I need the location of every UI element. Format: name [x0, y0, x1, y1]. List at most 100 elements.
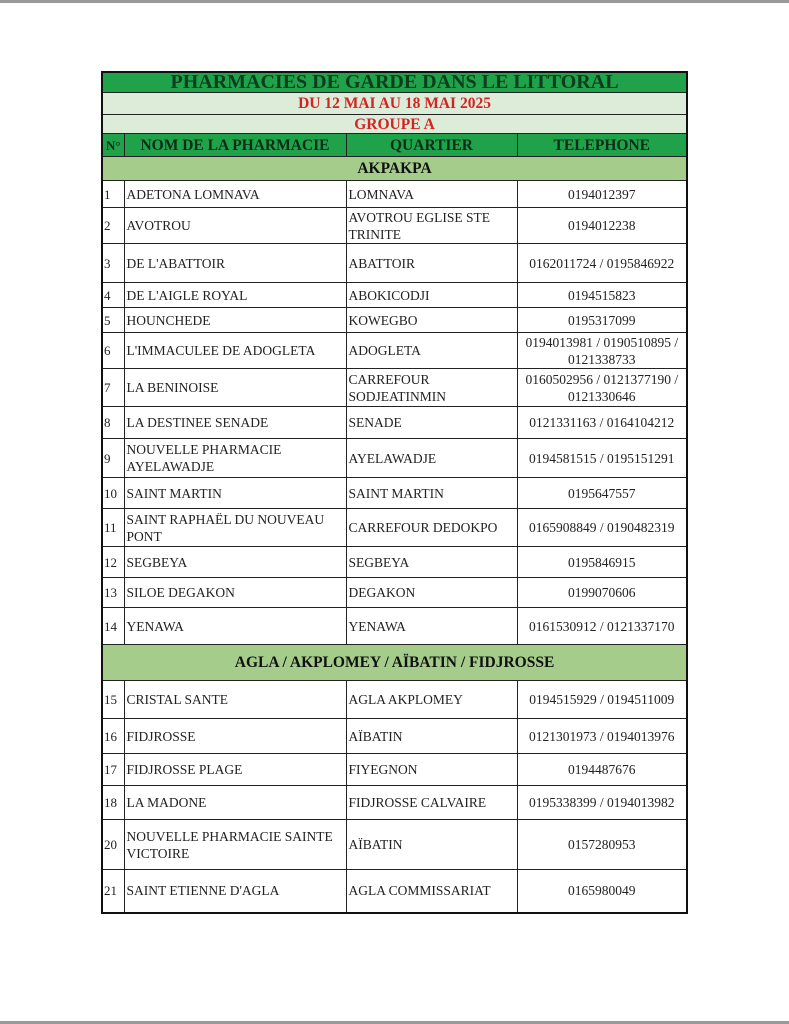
top-border — [0, 0, 789, 3]
phone: 0194487676 — [516, 753, 688, 786]
district: AYELAWADJE — [345, 438, 518, 478]
table-row: 16 FIDJROSSE AÏBATIN 0121301973 / 019401397… — [101, 718, 688, 754]
table-row: 10 SAINT MARTIN SAINT MARTIN 0195647557 — [101, 477, 688, 509]
table-row: 12 SEGBEYA SEGBEYA 0195846915 — [101, 546, 688, 578]
phone: 0121331163 / 0164104212 — [516, 406, 688, 439]
district: FIYEGNON — [345, 753, 518, 786]
row-number: 11 — [101, 508, 125, 547]
pharmacy-name: NOUVELLE PHARMACIE SAINTE VICTOIRE — [123, 819, 347, 870]
district: YENAWA — [345, 607, 518, 645]
page-title: PHARMACIES DE GARDE DANS LE LITTORAL — [101, 71, 688, 93]
table-row: 6 L'IMMACULEE DE ADOGLETA ADOGLETA 01940139… — [101, 332, 688, 369]
pharmacy-name: SAINT MARTIN — [123, 477, 347, 509]
phone: 0157280953 — [516, 819, 688, 870]
table-row: 17 FIDJROSSE PLAGE FIYEGNON 0194487676 — [101, 753, 688, 786]
row-number: 8 — [101, 406, 125, 439]
row-number: 6 — [101, 332, 125, 369]
pharmacy-name: DE L'ABATTOIR — [123, 243, 347, 283]
table-row: 5 HOUNCHEDE KOWEGBO 0195317099 — [101, 307, 688, 333]
district: SEGBEYA — [345, 546, 518, 578]
bottom-border — [0, 1021, 789, 1024]
group-row: GROUPE A — [101, 114, 688, 134]
pharmacy-name: LA MADONE — [123, 785, 347, 820]
row-number: 2 — [101, 207, 125, 244]
pharmacy-name: FIDJROSSE — [123, 718, 347, 754]
row-number: 5 — [101, 307, 125, 333]
table-row: 15 CRISTAL SANTE AGLA AKPLOMEY 0194515929 /… — [101, 680, 688, 719]
section-row: AGLA / AKPLOMEY / AÏBATIN / FIDJROSSE — [101, 644, 688, 681]
period: DU 12 MAI AU 18 MAI 2025 — [101, 92, 688, 115]
pharmacy-table: PHARMACIES DE GARDE DANS LE LITTORAL DU … — [101, 71, 689, 914]
phone: 0194012397 — [516, 180, 688, 208]
pharmacy-name: LA DESTINEE SENADE — [123, 406, 347, 439]
district: KOWEGBO — [345, 307, 518, 333]
district: AGLA COMMISSARIAT — [345, 869, 518, 913]
pharmacy-name: FIDJROSSE PLAGE — [123, 753, 347, 786]
district: CARREFOUR DEDOKPO — [345, 508, 518, 547]
table-row: 7 LA BENINOISE CARREFOUR SODJEATINMIN 01605… — [101, 368, 688, 407]
pharmacy-name: SAINT RAPHAËL DU NOUVEAU PONT — [123, 508, 347, 547]
phone: 0199070606 — [516, 577, 688, 608]
pharmacy-name: HOUNCHEDE — [123, 307, 347, 333]
district: AGLA AKPLOMEY — [345, 680, 518, 719]
table-row: 3 DE L'ABATTOIR ABATTOIR 0162011724 / 01958… — [101, 243, 688, 283]
title-row: PHARMACIES DE GARDE DANS LE LITTORAL — [101, 71, 688, 93]
phone: 0121301973 / 0194013976 — [516, 718, 688, 754]
phone: 0194515823 — [516, 282, 688, 308]
pharmacy-name: LA BENINOISE — [123, 368, 347, 407]
district: CARREFOUR SODJEATINMIN — [345, 368, 518, 407]
row-number: 16 — [101, 718, 125, 754]
phone: 0195846915 — [516, 546, 688, 578]
row-number: 12 — [101, 546, 125, 578]
phone: 0195647557 — [516, 477, 688, 509]
table-row: 14 YENAWA YENAWA 0161530912 / 0121337170 — [101, 607, 688, 645]
phone: 0165908849 / 0190482319 — [516, 508, 688, 547]
district: LOMNAVA — [345, 180, 518, 208]
district: SAINT MARTIN — [345, 477, 518, 509]
phone: 0195338399 / 0194013982 — [516, 785, 688, 820]
period-row: DU 12 MAI AU 18 MAI 2025 — [101, 92, 688, 115]
district: SENADE — [345, 406, 518, 439]
row-number: 4 — [101, 282, 125, 308]
row-number: 15 — [101, 680, 125, 719]
header-row: N° NOM DE LA PHARMACIE QUARTIER TELEPHON… — [101, 133, 688, 157]
section-row: AKPAKPA — [101, 156, 688, 181]
header-district: QUARTIER — [345, 133, 518, 157]
table-row: 20 NOUVELLE PHARMACIE SAINTE VICTOIRE AÏBA… — [101, 819, 688, 870]
pharmacy-name: L'IMMACULEE DE ADOGLETA — [123, 332, 347, 369]
row-number: 17 — [101, 753, 125, 786]
phone: 0162011724 / 0195846922 — [516, 243, 688, 283]
header-phone: TELEPHONE — [516, 133, 688, 157]
row-number: 14 — [101, 607, 125, 645]
pharmacy-name: SEGBEYA — [123, 546, 347, 578]
row-number: 1 — [101, 180, 125, 208]
pharmacy-name: CRISTAL SANTE — [123, 680, 347, 719]
table-row: 21 SAINT ETIENNE D'AGLA AGLA COMMISSARIAT 0… — [101, 869, 688, 913]
district: ABOKICODJI — [345, 282, 518, 308]
table-row: 9 NOUVELLE PHARMACIE AYELAWADJE AYELAWADJE… — [101, 438, 688, 478]
table-row: 2 AVOTROU AVOTROU EGLISE STE TRINITE 019401… — [101, 207, 688, 244]
phone: 0161530912 / 0121337170 — [516, 607, 688, 645]
phone: 0195317099 — [516, 307, 688, 333]
header-name: NOM DE LA PHARMACIE — [123, 133, 347, 157]
district: AÏBATIN — [345, 819, 518, 870]
section-title: AGLA / AKPLOMEY / AÏBATIN / FIDJROSSE — [101, 644, 688, 681]
table-row: 11 SAINT RAPHAËL DU NOUVEAU PONT CARREFOUR… — [101, 508, 688, 547]
district: FIDJROSSE CALVAIRE — [345, 785, 518, 820]
phone: 0160502956 / 0121377190 / 0121330646 — [516, 368, 688, 407]
pharmacy-name: SAINT ETIENNE D'AGLA — [123, 869, 347, 913]
district: ADOGLETA — [345, 332, 518, 369]
pharmacy-name: NOUVELLE PHARMACIE AYELAWADJE — [123, 438, 347, 478]
pharmacy-name: AVOTROU — [123, 207, 347, 244]
phone: 0194581515 / 0195151291 — [516, 438, 688, 478]
district: DEGAKON — [345, 577, 518, 608]
table-row: 18 LA MADONE FIDJROSSE CALVAIRE 0195338399 … — [101, 785, 688, 820]
row-number: 9 — [101, 438, 125, 478]
pharmacy-name: SILOE DEGAKON — [123, 577, 347, 608]
row-number: 18 — [101, 785, 125, 820]
phone: 0194013981 / 0190510895 / 0121338733 — [516, 332, 688, 369]
group-label: GROUPE A — [101, 114, 688, 134]
table-row: 13 SILOE DEGAKON DEGAKON 0199070606 — [101, 577, 688, 608]
table-row: 1 ADETONA LOMNAVA LOMNAVA 0194012397 — [101, 180, 688, 208]
phone: 0194012238 — [516, 207, 688, 244]
